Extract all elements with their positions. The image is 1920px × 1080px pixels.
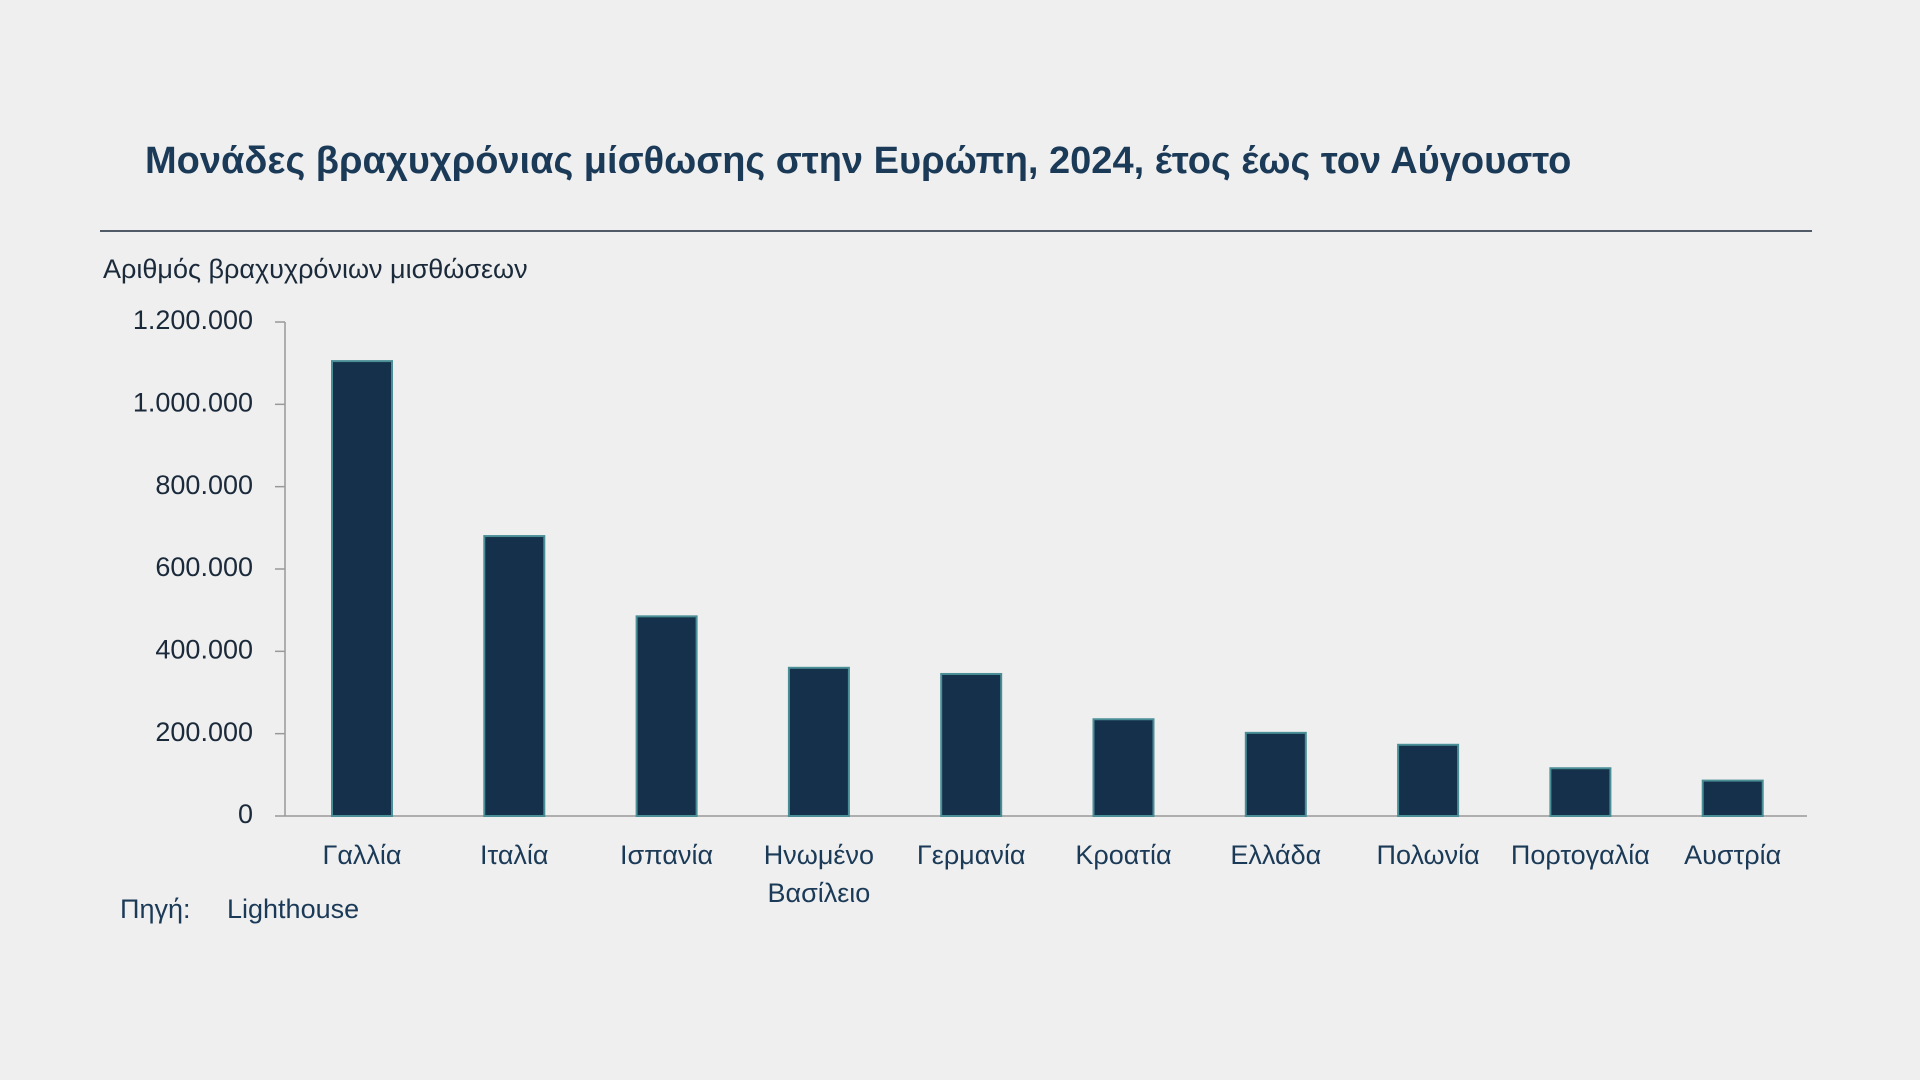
bar xyxy=(940,672,1003,817)
y-tick-label: 800.000 xyxy=(155,470,253,500)
x-tick-label: Αυστρία xyxy=(1684,840,1782,870)
x-tick-label: Πορτογαλία xyxy=(1510,840,1650,870)
x-tick-label: Ισπανία xyxy=(620,840,714,870)
bar xyxy=(1397,743,1460,818)
source-label: Πηγή: xyxy=(120,894,191,924)
chart-title: Μονάδες βραχυχρόνιας μίσθωσης στην Ευρώπ… xyxy=(145,140,1571,182)
y-tick-label: 600.000 xyxy=(155,552,253,582)
bar xyxy=(331,360,393,817)
bar xyxy=(483,535,546,817)
bar xyxy=(787,666,850,817)
x-tick-label: Ηνωμένο Βασίλειο xyxy=(763,840,874,908)
y-axis-title: Αριθμός βραχυχρόνιων μισθώσεων xyxy=(103,254,528,284)
y-tick-label: 400.000 xyxy=(155,634,253,664)
bar xyxy=(1244,731,1307,817)
x-tick-label: Κροατία xyxy=(1075,840,1172,870)
x-tick-label: Ελλάδα xyxy=(1230,840,1322,870)
y-tick-label: 200.000 xyxy=(155,717,253,747)
bar xyxy=(1092,718,1155,818)
x-tick-label: Πολωνία xyxy=(1376,840,1480,870)
bar xyxy=(1701,779,1764,818)
x-tick-label: Ιταλία xyxy=(480,840,549,870)
y-tick-label: 1.200.000 xyxy=(133,305,253,335)
bar xyxy=(635,615,698,818)
y-tick-label: 1.000.000 xyxy=(133,387,253,417)
y-tick-label: 0 xyxy=(238,799,253,829)
source-text: Lighthouse xyxy=(227,894,359,924)
x-tick-label: Γερμανία xyxy=(916,840,1026,870)
bar xyxy=(1549,767,1612,817)
x-tick-label: Γαλλία xyxy=(322,840,402,870)
